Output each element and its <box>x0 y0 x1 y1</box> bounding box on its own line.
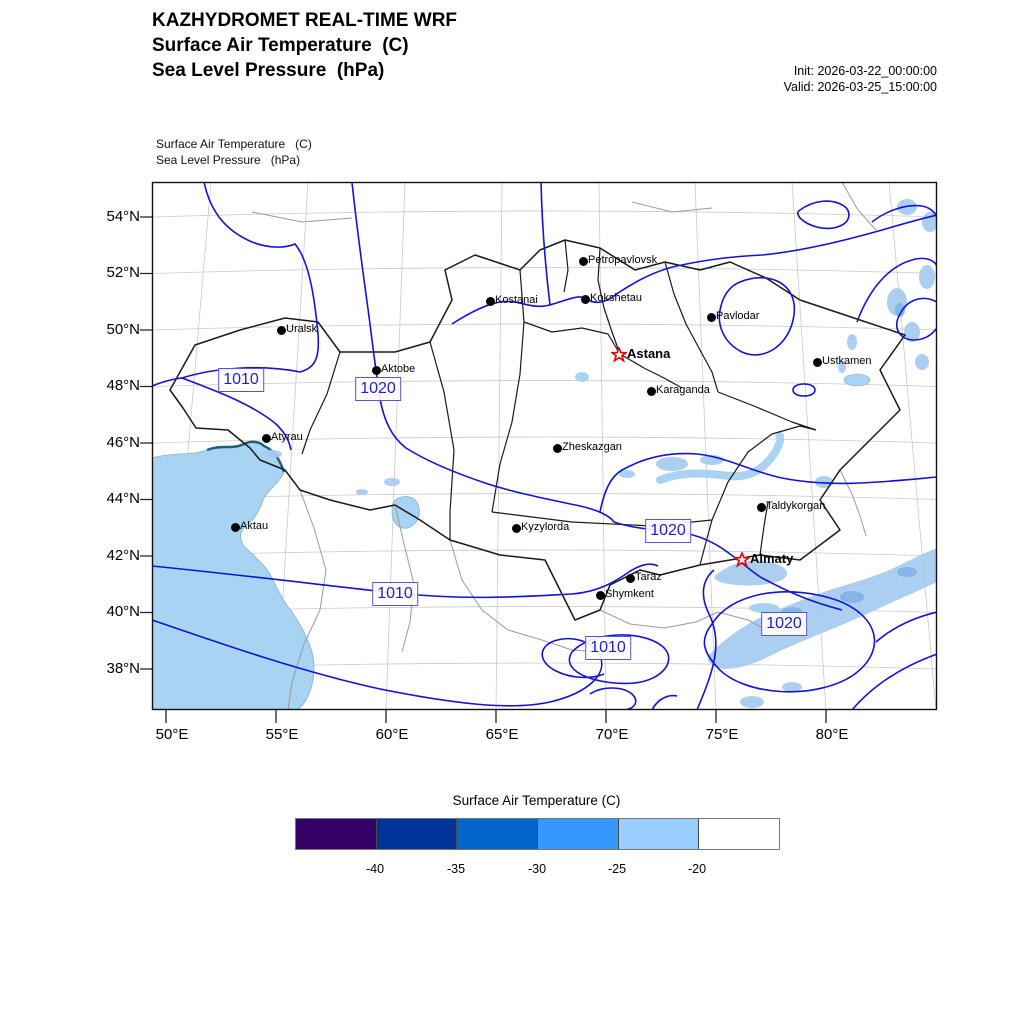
city-dot <box>486 297 495 306</box>
lat-tick-48n: 48°N <box>106 377 140 394</box>
aral-sea <box>391 496 420 529</box>
city-dot <box>231 523 240 532</box>
legend-segment-3 <box>457 819 539 849</box>
legend-tick--35: -35 <box>446 862 466 876</box>
legend-tick--40: -40 <box>365 862 385 876</box>
lon-tick-75e: 75°E <box>705 726 739 743</box>
city-dot <box>707 313 716 322</box>
pressure-contours <box>152 182 937 710</box>
lat-tick-44n: 44°N <box>106 490 140 507</box>
map-sublabel-2: Sea Level Pressure (hPa) <box>156 153 301 167</box>
legend-title: Surface Air Temperature (C) <box>452 793 621 808</box>
map-frame <box>151 181 938 711</box>
map-sublabel-1: Surface Air Temperature (C) <box>156 137 312 151</box>
lon-tick-70e: 70°E <box>595 726 629 743</box>
pressure-label-1010-southwest: 1010 <box>372 582 418 606</box>
neighbor-borders <box>251 182 877 710</box>
city-label: Kyzylorda <box>521 521 570 533</box>
title-line-3: Sea Level Pressure (hPa) <box>152 60 385 81</box>
legend-segment-6 <box>699 819 780 849</box>
lon-tick-60e: 60°E <box>375 726 409 743</box>
map-plot <box>140 181 938 723</box>
capital-star-icon <box>734 552 750 568</box>
lon-tick-80e: 80°E <box>815 726 849 743</box>
pressure-label-1010-shymkent: 1010 <box>585 636 631 660</box>
legend-tick--30: -30 <box>527 862 547 876</box>
city-dot <box>813 358 822 367</box>
city-label: Almaty <box>750 551 794 566</box>
city-label: Petropavlovsk <box>588 254 658 266</box>
lake-tengiz <box>575 372 589 382</box>
title-line-2: Surface Air Temperature (C) <box>152 35 409 56</box>
city-label: Aktobe <box>381 363 416 375</box>
city-dot <box>553 444 562 453</box>
city-label: Shymkent <box>605 588 654 600</box>
city-dot <box>647 387 656 396</box>
lat-tick-52n: 52°N <box>106 264 140 281</box>
city-label: Taraz <box>635 571 662 583</box>
temperature-shading <box>262 199 937 708</box>
pressure-label-1020-southeast: 1020 <box>761 612 807 636</box>
init-time: Init: 2026-03-22_00:00:00 <box>793 64 937 78</box>
water-bodies <box>152 372 871 710</box>
legend-colorbar <box>295 818 780 850</box>
city-dot <box>512 524 521 533</box>
lat-tick-54n: 54°N <box>106 208 140 225</box>
city-label: Aktau <box>240 520 269 532</box>
lat-tick-40n: 40°N <box>106 603 140 620</box>
lake-issykkul <box>749 603 779 613</box>
temperature-shading-dense <box>782 303 917 617</box>
city-dot <box>581 295 590 304</box>
city-label: Taldykorgan <box>766 500 826 512</box>
kazakhstan-outline <box>169 239 906 621</box>
lat-tick-50n: 50°N <box>106 321 140 338</box>
capital-star-icon <box>611 347 627 363</box>
city-dot <box>372 366 381 375</box>
lon-tick-65e: 65°E <box>485 726 519 743</box>
valid-time: Valid: 2026-03-25_15:00:00 <box>783 80 937 94</box>
legend-segment-5 <box>618 819 700 849</box>
legend-segment-4 <box>538 819 619 849</box>
pressure-label-1020-aktobe: 1020 <box>355 377 401 401</box>
page-title: KAZHYDROMET REAL-TIME WRF Surface Air Te… <box>152 8 457 83</box>
lon-tick-50e: 50°E <box>155 726 189 743</box>
lon-tick-55e: 55°E <box>265 726 299 743</box>
city-label: Atyrau <box>271 431 303 443</box>
legend-tick--20: -20 <box>687 862 707 876</box>
title-line-1: KAZHYDROMET REAL-TIME WRF <box>152 10 458 31</box>
lat-tick-46n: 46°N <box>106 434 140 451</box>
city-dot <box>579 257 588 266</box>
lat-tick-38n: 38°N <box>106 660 140 677</box>
city-label: Zheskazgan <box>562 441 622 453</box>
legend-segment-1 <box>296 819 377 849</box>
lake-zaysan <box>843 373 871 387</box>
city-dot <box>757 503 766 512</box>
run-times: Init: 2026-03-22_00:00:00 Valid: 2026-03… <box>784 63 937 95</box>
city-label: Astana <box>627 346 671 361</box>
city-dot <box>626 574 635 583</box>
city-label: Kostanai <box>495 294 538 306</box>
city-label: Uralsk <box>286 323 318 335</box>
city-dot <box>277 326 286 335</box>
city-label: Kokshetau <box>590 292 642 304</box>
legend-tick--25: -25 <box>607 862 627 876</box>
lake-alakol <box>815 476 833 488</box>
legend-segment-2 <box>376 819 458 849</box>
axis-ticks <box>140 216 827 723</box>
city-label: Ustkamen <box>822 355 872 367</box>
city-label: Karaganda <box>656 384 710 396</box>
oblast-borders <box>301 239 817 566</box>
city-dot <box>262 434 271 443</box>
city-label: Pavlodar <box>716 310 760 322</box>
pressure-label-1010-west: 1010 <box>218 368 264 392</box>
pressure-label-1020-south: 1020 <box>645 519 691 543</box>
lat-tick-42n: 42°N <box>106 547 140 564</box>
city-dot <box>596 591 605 600</box>
lake-balkhash <box>656 432 785 484</box>
